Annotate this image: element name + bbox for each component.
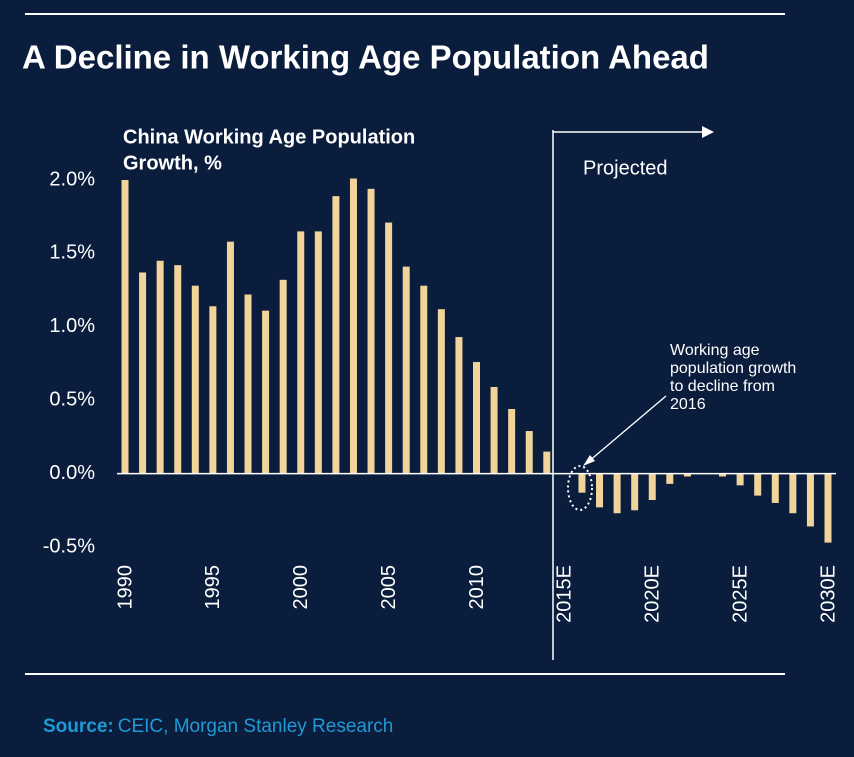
annotation: Projected xyxy=(583,157,668,179)
bar xyxy=(437,309,445,474)
callout: Working age xyxy=(670,342,760,359)
bar xyxy=(806,473,814,527)
bar xyxy=(473,362,480,474)
bar xyxy=(789,473,797,514)
x-tick-label: 1995 xyxy=(202,565,224,610)
y-tick-label: 0.5% xyxy=(49,388,95,410)
bar xyxy=(332,196,340,474)
bar xyxy=(613,473,621,514)
bar xyxy=(666,473,674,484)
bar xyxy=(244,294,252,474)
bar xyxy=(156,260,164,474)
bar xyxy=(226,241,234,474)
bar xyxy=(349,178,357,474)
bar xyxy=(191,285,199,474)
y-tick-label: 1.0% xyxy=(49,315,95,337)
bar xyxy=(596,473,604,508)
x-tick-label: 2030E xyxy=(817,565,839,623)
bar xyxy=(525,431,533,474)
callout-arrow xyxy=(587,395,667,463)
bar xyxy=(209,306,217,474)
chart-title: A Decline in Working Age Population Ahea… xyxy=(22,39,709,76)
x-tick-label: 2020E xyxy=(642,565,664,623)
source-text: CEIC, Morgan Stanley Research xyxy=(118,716,394,737)
x-tick-label: 2000 xyxy=(290,565,312,610)
bar xyxy=(402,266,410,474)
bar xyxy=(174,265,182,474)
bar xyxy=(719,473,727,477)
source-label: Source: xyxy=(43,716,114,737)
x-tick-label: 1990 xyxy=(114,565,136,610)
bar xyxy=(824,473,832,543)
y-tick-label: -0.5% xyxy=(43,535,95,557)
bar xyxy=(314,231,322,474)
y-tick-label: 1.5% xyxy=(49,242,95,264)
x-tick-label: 2015E xyxy=(554,565,576,623)
bar xyxy=(683,473,691,477)
arrow-head xyxy=(702,126,714,138)
x-tick-label: 2010 xyxy=(466,565,488,610)
source: Source: CEIC, Morgan Stanley Research xyxy=(43,716,393,737)
y-axis-label: Growth, % xyxy=(123,152,222,174)
bar xyxy=(508,409,516,474)
arrow-head xyxy=(583,455,595,466)
bar xyxy=(367,188,375,474)
bar xyxy=(578,473,586,493)
bar xyxy=(543,451,551,474)
bar xyxy=(648,473,656,501)
bar xyxy=(490,386,498,474)
x-tick-label: 2005 xyxy=(378,565,400,610)
bar xyxy=(771,473,779,503)
bar xyxy=(631,473,639,511)
bar xyxy=(121,180,129,474)
bar xyxy=(262,310,270,474)
highlight-ellipse xyxy=(567,465,593,511)
bar xyxy=(385,222,393,474)
bar xyxy=(297,231,305,474)
y-tick-label: 2.0% xyxy=(49,168,95,190)
y-axis-label: China Working Age Population xyxy=(123,126,415,148)
callout: population growth xyxy=(670,360,796,377)
callout: to decline from xyxy=(670,378,775,395)
bar xyxy=(279,279,287,474)
bar xyxy=(455,337,463,474)
bar xyxy=(736,473,744,486)
bar xyxy=(754,473,762,496)
callout: 2016 xyxy=(670,396,706,413)
bar xyxy=(139,272,147,474)
y-tick-label: 0.0% xyxy=(49,462,95,484)
bar xyxy=(420,285,428,474)
x-tick-label: 2025E xyxy=(729,565,751,623)
